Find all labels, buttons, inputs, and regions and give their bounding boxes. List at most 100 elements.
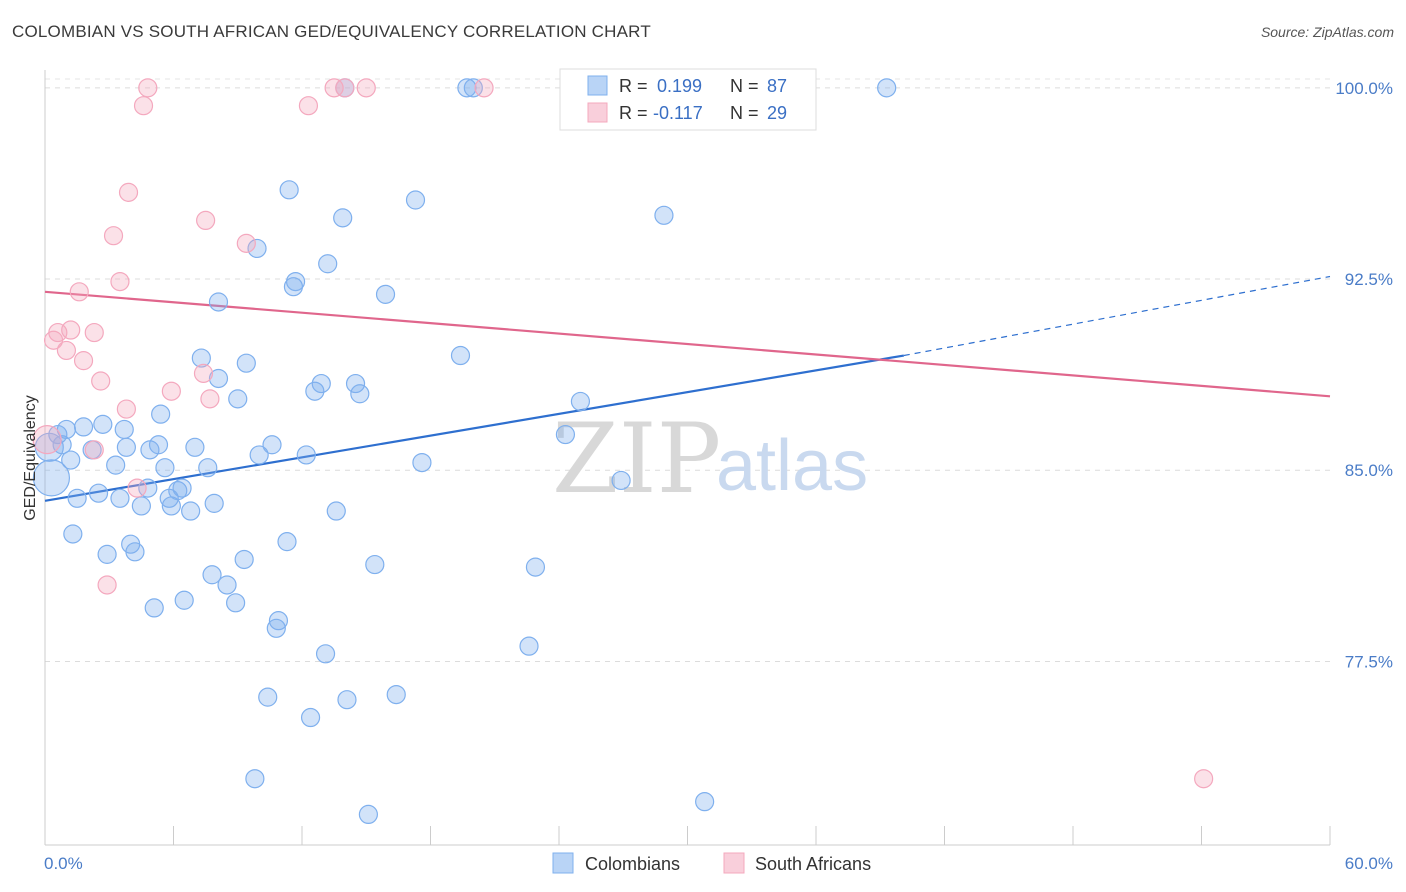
colombian-point [198,458,218,478]
y-axis-label: GED/Equivalency [22,395,39,520]
colombian-point [32,459,71,497]
colombian-point [277,532,297,552]
legend-swatch-south-africans [587,102,608,123]
colombian-point [151,404,171,424]
south-african-point [324,78,344,98]
colombian-point [266,618,286,638]
south-african-point [118,182,139,202]
y-tick-label: 92.5% [1345,270,1393,289]
south-african-point [32,425,62,455]
scatter-points [32,78,1214,825]
colombian-point [279,180,299,200]
bottom-legend-swatch-south-africans [723,852,745,874]
legend-box: R = 0.199 N = 87 R = -0.117 N = 29 [559,68,817,131]
colombian-point [525,557,546,577]
legend-swatch-colombians [587,75,608,96]
grid-lines [45,78,1330,662]
south-african-point [84,440,104,460]
colombian-point [88,483,109,503]
colombian-point [450,345,471,366]
south-african-point [56,340,77,361]
south-african-point [1194,769,1214,789]
south-african-point [73,351,94,371]
colombian-point [97,544,117,564]
south-african-point [335,78,355,98]
colombian-point [386,684,406,705]
legend-r-value: -0.117 [653,103,703,123]
south-african-point [84,322,104,343]
south-african-point [138,78,158,98]
colombian-point [311,373,331,394]
colombian-point [326,501,346,521]
colombian-point [61,450,81,470]
watermark-atlas: atlas [716,426,868,506]
colombian-point [570,391,591,412]
colombian-point [234,549,254,570]
colombian-point [296,445,316,465]
colombian-point [114,419,134,440]
colombian-point [249,445,269,465]
colombian-point [148,435,169,455]
colombian-point [131,496,151,516]
colombian-point [337,690,357,710]
colombian-point [110,488,130,508]
series-south-africans [32,78,1214,789]
trend-lines [44,275,1331,502]
colombian-point [305,381,325,401]
source-credit: Source: ZipAtlas.com [1260,24,1394,40]
south-african-point [110,271,130,292]
south-african-point [103,226,124,246]
colombian-point [144,598,164,618]
south-african-point [127,478,147,498]
colombian-point [208,368,229,389]
south-african-point [193,363,214,383]
x-tick-label-min: 0.0% [44,854,83,873]
legend-r-label: R = [619,76,648,96]
colombian-point [695,792,715,812]
colombian-point [268,611,289,631]
colombian-point [611,470,631,491]
series-colombians [32,78,897,825]
bottom-legend-swatch-colombians [552,852,574,874]
colombian-point [654,205,674,225]
south-african-point [91,371,111,391]
colombian-point [405,190,426,210]
y-tick-labels: 77.5% 85.0% 92.5% 100.0% [1335,79,1393,672]
colombian-point [365,554,385,575]
legend-n-label: N = [730,76,759,96]
trend-line-south-africans [44,290,1331,398]
colombian-point [191,348,211,368]
colombian-point [181,501,201,521]
colombian-point [63,524,83,544]
colombian-point [412,452,432,473]
bottom-legend-label-south-africans: South Africans [755,854,871,874]
colombian-point [333,208,353,228]
colombian-point [247,238,267,259]
trend-line-colombians [44,354,904,502]
colombian-point [285,271,306,292]
south-african-point [474,78,494,98]
south-african-point [97,575,117,595]
colombian-point [463,78,483,98]
colombian-point [185,437,205,457]
south-african-point [133,96,154,116]
colombian-point [555,424,576,445]
colombian-point [73,417,94,437]
colombian-point [217,575,237,595]
south-african-point [61,320,81,340]
south-african-point [298,96,319,116]
south-african-point [196,210,216,231]
colombian-point [125,542,145,562]
colombian-point [258,687,278,707]
legend-r-label: R = [619,103,648,123]
colombian-point [300,707,321,728]
colombian-point [202,565,222,585]
bottom-legend-label-colombians: Colombians [585,854,680,874]
y-tick-label: 100.0% [1335,79,1393,98]
colombian-point [93,414,113,434]
colombian-point [877,78,897,98]
south-african-point [356,78,376,98]
colombian-point [226,593,246,613]
legend-n-label: N = [730,103,759,123]
legend-n-value: 87 [767,76,787,96]
